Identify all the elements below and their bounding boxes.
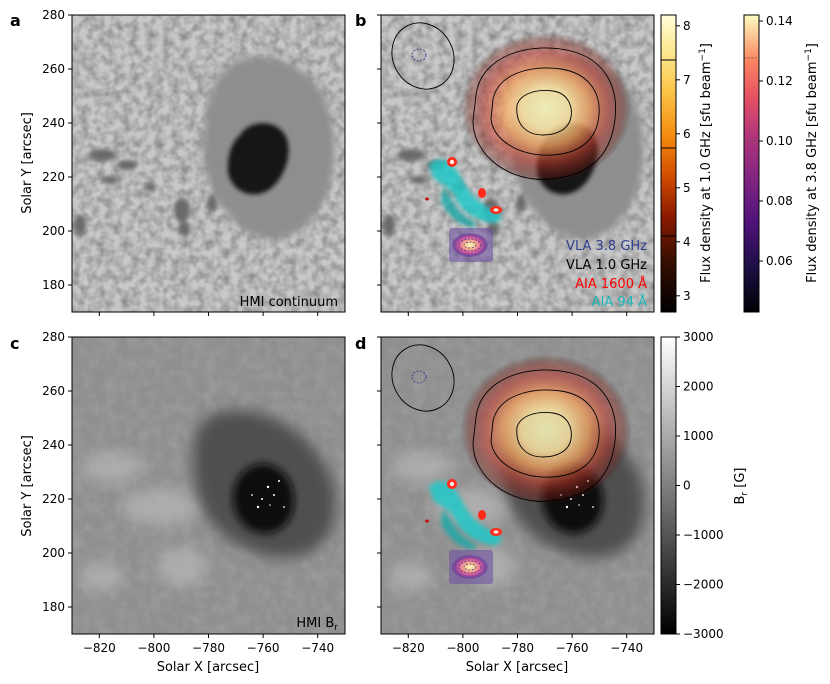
x-tick-label: −780	[192, 641, 225, 655]
colorbar-tick-label: 5	[683, 181, 691, 195]
y-tick-label: 240	[42, 438, 65, 452]
colorbar-tick-label: −2000	[683, 578, 724, 592]
ylabel-top: Solar Y [arcsec]	[20, 112, 35, 214]
y-tick-label: 200	[42, 546, 65, 560]
legend-vla-1.0: VLA 1.0 GHz	[566, 258, 647, 273]
x-tick-label: −760	[556, 641, 589, 655]
colorbar-tick-label: 0	[683, 479, 691, 493]
y-tick-label: 260	[42, 62, 65, 76]
x-tick-label: −820	[392, 641, 425, 655]
colorbar-38ghz-label: Flux density at 3.8 GHz [sfu beam−1]	[804, 43, 820, 283]
colorbar-38ghz	[743, 14, 760, 313]
colorbar-tick-label: 3000	[683, 330, 714, 344]
x-tick-label: −740	[610, 641, 643, 655]
colorbar-tick-label: −3000	[683, 627, 724, 641]
y-tick-label: 240	[42, 116, 65, 130]
x-tick-label: −760	[247, 641, 280, 655]
y-tick-label: 280	[42, 330, 65, 344]
panel-letter-c: c	[10, 334, 19, 353]
panel-d-image	[380, 334, 654, 634]
y-tick-label: 180	[42, 278, 65, 292]
legend: VLA 3.8 GHz VLA 1.0 GHz AIA 1600 Å AIA 9…	[566, 239, 647, 310]
y-tick-label: 200	[42, 224, 65, 238]
legend-aia-94: AIA 94 Å	[592, 294, 647, 310]
colorbar-tick-label: 0.10	[766, 134, 793, 148]
x-tick-label: −800	[137, 641, 170, 655]
panel-a-caption: HMI continuum	[240, 295, 338, 310]
x-tick-label: −740	[301, 641, 334, 655]
x-tick-label: −820	[83, 641, 116, 655]
colorbar-tick-label: 1000	[683, 429, 714, 443]
ylabel-bottom: Solar Y [arcsec]	[20, 435, 35, 537]
colorbar-br-label: Br [G]	[733, 468, 750, 505]
panel-c-caption: HMI Br	[296, 616, 338, 633]
y-tick-label: 220	[42, 170, 65, 184]
colorbar-tick-label: −1000	[683, 528, 724, 542]
panel-c-image	[72, 337, 345, 634]
colorbar-1ghz	[660, 14, 677, 313]
legend-vla-3.8: VLA 3.8 GHz	[566, 239, 647, 254]
panel-letter-a: a	[10, 11, 21, 30]
panel-letter-b: b	[355, 11, 366, 30]
colorbar-ticks: 8 7 6 5 4 3 0.14 0.12 0.10 0.08 0.06 3000 2000 1000 0 −…	[676, 14, 793, 641]
axis-ticks: 280 260 240 220 200 180 −820 −800 −780 −760 −740 28…	[42, 8, 643, 655]
colorbar-tick-label: 0.14	[766, 14, 793, 28]
xlabel-right: Solar X [arcsec]	[466, 660, 569, 675]
colorbar-tick-label: 6	[683, 127, 691, 141]
colorbar-1ghz-label: Flux density at 1.0 GHz [sfu beam−1]	[698, 43, 714, 283]
colorbar-tick-label: 8	[683, 19, 691, 33]
x-tick-label: −800	[446, 641, 479, 655]
colorbar-br	[660, 336, 677, 635]
colorbar-tick-label: 4	[683, 235, 691, 249]
y-tick-label: 260	[42, 384, 65, 398]
legend-aia-1600: AIA 1600 Å	[575, 276, 647, 292]
y-tick-label: 280	[42, 8, 65, 22]
colorbar-tick-label: 3	[683, 289, 691, 303]
colorbar-tick-label: 0.06	[766, 254, 793, 268]
xlabel-left: Solar X [arcsec]	[157, 660, 260, 675]
colorbar-tick-label: 2000	[683, 380, 714, 394]
colorbar-tick-label: 7	[683, 73, 691, 87]
colorbar-tick-label: 0.12	[766, 74, 793, 88]
panel-a-image	[72, 15, 345, 312]
y-tick-label: 180	[42, 600, 65, 614]
panel-letter-d: d	[355, 334, 366, 353]
colorbar-tick-label: 0.08	[766, 194, 793, 208]
x-tick-label: −780	[501, 641, 534, 655]
y-tick-label: 220	[42, 492, 65, 506]
